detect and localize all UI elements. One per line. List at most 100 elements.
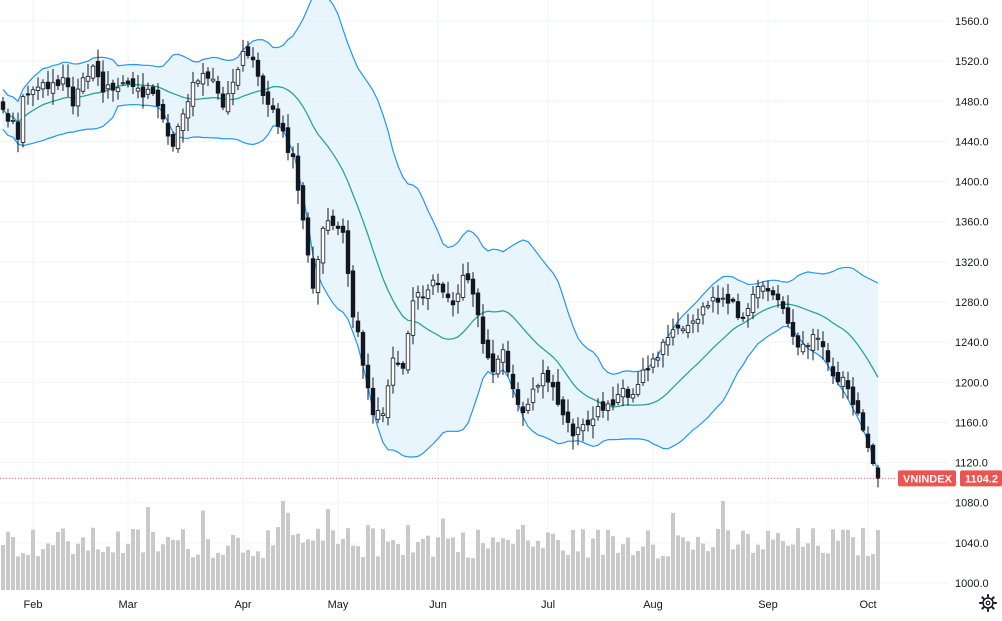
y-tick-label: 1000.0 bbox=[955, 578, 989, 590]
candle bbox=[840, 371, 846, 399]
volume-bar bbox=[106, 546, 110, 590]
volume-bar bbox=[191, 557, 195, 590]
volume-bar bbox=[71, 553, 75, 590]
y-tick-label: 1040.0 bbox=[955, 538, 989, 550]
volume-bar bbox=[356, 546, 360, 590]
y-tick-label: 1360.0 bbox=[955, 217, 989, 229]
volume-bar bbox=[761, 549, 765, 590]
y-tick-label: 1080.0 bbox=[955, 498, 989, 510]
volume-bar bbox=[401, 555, 405, 590]
candle bbox=[575, 417, 581, 446]
candle bbox=[610, 386, 616, 411]
candle bbox=[130, 71, 136, 94]
candle bbox=[75, 78, 81, 117]
volume-bar bbox=[846, 529, 850, 590]
volume-bar bbox=[31, 529, 35, 590]
volume-bar bbox=[266, 530, 270, 590]
volume-bar bbox=[101, 552, 105, 590]
candle bbox=[760, 281, 766, 300]
x-tick-label: Feb bbox=[24, 599, 43, 611]
volume-bar bbox=[481, 543, 485, 590]
candle bbox=[160, 99, 166, 123]
candle bbox=[395, 350, 401, 367]
candle bbox=[310, 246, 316, 294]
volume-bar bbox=[96, 549, 100, 590]
candle bbox=[25, 85, 31, 105]
candle bbox=[580, 418, 586, 442]
candle bbox=[795, 332, 801, 356]
volume-bar bbox=[261, 558, 265, 590]
volume-bar bbox=[41, 549, 45, 590]
volume-bar bbox=[526, 540, 530, 590]
volume-bar bbox=[531, 546, 535, 590]
volume-bar bbox=[516, 529, 520, 590]
candle bbox=[175, 123, 181, 153]
candle bbox=[620, 379, 626, 407]
candle bbox=[380, 407, 386, 423]
volume-bar bbox=[156, 551, 160, 590]
candle bbox=[740, 312, 746, 322]
volume-bar bbox=[61, 528, 65, 590]
volume-bar bbox=[746, 533, 750, 590]
volume-bar bbox=[841, 529, 845, 590]
candle bbox=[385, 379, 391, 426]
volume-bar bbox=[776, 533, 780, 590]
volume-bar bbox=[456, 552, 460, 590]
volume-bar bbox=[321, 540, 325, 590]
volume-bar bbox=[366, 524, 370, 590]
lower-band-line bbox=[2, 103, 879, 472]
candle bbox=[135, 75, 141, 99]
candle bbox=[525, 398, 531, 414]
price-axis[interactable]: 1000.0 1040.0 1080.0 1120.0 1160.0 1200.0 1240… bbox=[955, 16, 989, 590]
volume-bar bbox=[211, 557, 215, 590]
volume-bar bbox=[441, 518, 445, 590]
volume-bar bbox=[271, 545, 275, 590]
candle bbox=[40, 79, 46, 99]
symbol-tag bbox=[898, 470, 956, 487]
volume-bar bbox=[256, 551, 260, 590]
candle bbox=[145, 82, 151, 99]
price-tags: VNINDEX 1104.2 bbox=[898, 470, 1002, 487]
volume-bar bbox=[626, 537, 630, 590]
candle bbox=[120, 75, 126, 87]
candle bbox=[190, 71, 196, 117]
candle bbox=[95, 49, 101, 86]
candle bbox=[535, 383, 541, 393]
x-tick-label: Sep bbox=[758, 599, 778, 611]
volume-bar bbox=[786, 545, 790, 590]
volume-bar bbox=[856, 555, 860, 590]
candle bbox=[540, 359, 546, 399]
volume-bar bbox=[501, 538, 505, 590]
candle bbox=[15, 112, 21, 153]
volume-bar bbox=[121, 553, 125, 590]
candle bbox=[360, 330, 366, 379]
volume-bar bbox=[816, 545, 820, 590]
time-axis[interactable]: Feb Mar Apr May Jun Jul Aug Sep Oct bbox=[24, 599, 877, 611]
volume-bar bbox=[286, 512, 290, 590]
volume-bar bbox=[586, 557, 590, 590]
candle bbox=[585, 410, 591, 432]
volume-bar bbox=[751, 552, 755, 590]
candle bbox=[820, 331, 826, 360]
candle bbox=[65, 64, 71, 97]
candle bbox=[405, 330, 411, 374]
volume-bar bbox=[836, 540, 840, 590]
volume-bar bbox=[551, 533, 555, 590]
y-tick-label: 1280.0 bbox=[955, 297, 989, 309]
volume-bar bbox=[546, 532, 550, 590]
candle bbox=[55, 74, 61, 91]
volume-bar bbox=[341, 538, 345, 590]
volume-bar bbox=[111, 552, 115, 590]
candle bbox=[250, 47, 256, 68]
gear-icon[interactable] bbox=[979, 594, 997, 612]
volume-bar bbox=[721, 500, 725, 590]
candle bbox=[675, 312, 681, 335]
volume-bar bbox=[216, 552, 220, 590]
candle bbox=[125, 77, 131, 88]
volume-bar bbox=[51, 545, 55, 590]
volume-bar bbox=[1, 544, 5, 590]
candle bbox=[750, 286, 756, 320]
candle bbox=[315, 255, 321, 305]
candle bbox=[615, 383, 621, 406]
